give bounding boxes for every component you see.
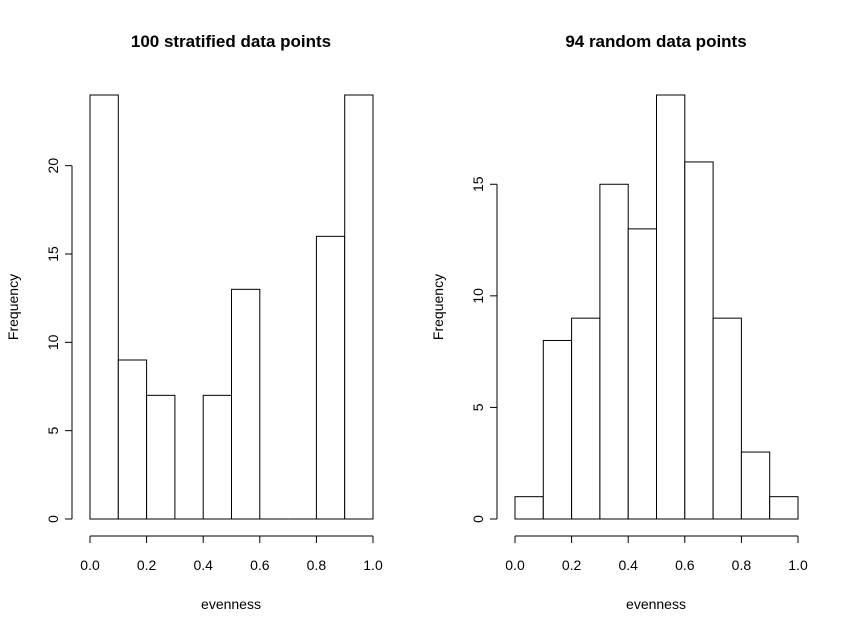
x-axis-label: evenness (201, 596, 261, 612)
histogram-bar (231, 288, 261, 520)
panel-title: 100 stratified data points (131, 32, 331, 51)
x-tick-label: 0.0 (80, 557, 100, 573)
x-tick-label: 1.0 (363, 557, 383, 573)
histogram-bar (656, 94, 686, 520)
x-tick-label: 1.0 (788, 557, 808, 573)
histogram-bar (89, 94, 119, 520)
x-tick-label: 0.0 (505, 557, 525, 573)
y-tick-label: 0 (45, 515, 61, 523)
x-tick-label: 0.2 (137, 557, 157, 573)
bars (89, 94, 374, 520)
y-tick-label: 10 (470, 288, 486, 304)
y-tick-label: 20 (45, 158, 61, 174)
y-tick-label: 15 (470, 176, 486, 192)
y-axis: 0 5 10 15 20 (45, 158, 73, 523)
panel-random: 94 random data points evenness Frequency… (430, 32, 808, 612)
histogram-bar (571, 317, 601, 520)
histogram-bar (769, 496, 799, 520)
histogram-bar (684, 161, 714, 520)
histogram-bar (599, 183, 629, 520)
bars (514, 94, 799, 520)
x-tick-label: 0.2 (562, 557, 582, 573)
histogram-bar (542, 339, 573, 520)
histogram-bar (202, 394, 232, 520)
histogram-bar (117, 359, 148, 520)
y-tick-label: 5 (45, 427, 61, 435)
x-tick-label: 0.6 (675, 557, 695, 573)
x-axis: 0.0 0.2 0.4 0.6 0.8 1.0 (80, 535, 383, 573)
x-tick-label: 0.6 (250, 557, 270, 573)
histogram-bar (712, 317, 742, 520)
panel-stratified: 100 stratified data points evenness Freq… (5, 32, 383, 612)
x-axis-label: evenness (626, 596, 686, 612)
y-tick-label: 5 (470, 403, 486, 411)
y-axis: 0 5 10 15 (470, 176, 498, 523)
histogram-bar (146, 394, 176, 520)
histogram-bar (514, 496, 544, 520)
x-tick-label: 0.8 (732, 557, 752, 573)
histogram-bar (740, 451, 771, 520)
y-tick-label: 10 (45, 334, 61, 350)
x-tick-label: 0.4 (193, 557, 213, 573)
x-tick-label: 0.8 (307, 557, 327, 573)
x-axis: 0.0 0.2 0.4 0.6 0.8 1.0 (505, 535, 808, 573)
y-tick-label: 15 (45, 246, 61, 262)
histogram-bar (344, 94, 374, 520)
panel-title: 94 random data points (565, 32, 746, 51)
histogram-bar (315, 235, 346, 520)
y-tick-label: 0 (470, 515, 486, 523)
histogram-bar (627, 228, 658, 520)
y-axis-label: Frequency (5, 274, 21, 340)
x-tick-label: 0.4 (618, 557, 638, 573)
y-axis-label: Frequency (430, 274, 446, 340)
